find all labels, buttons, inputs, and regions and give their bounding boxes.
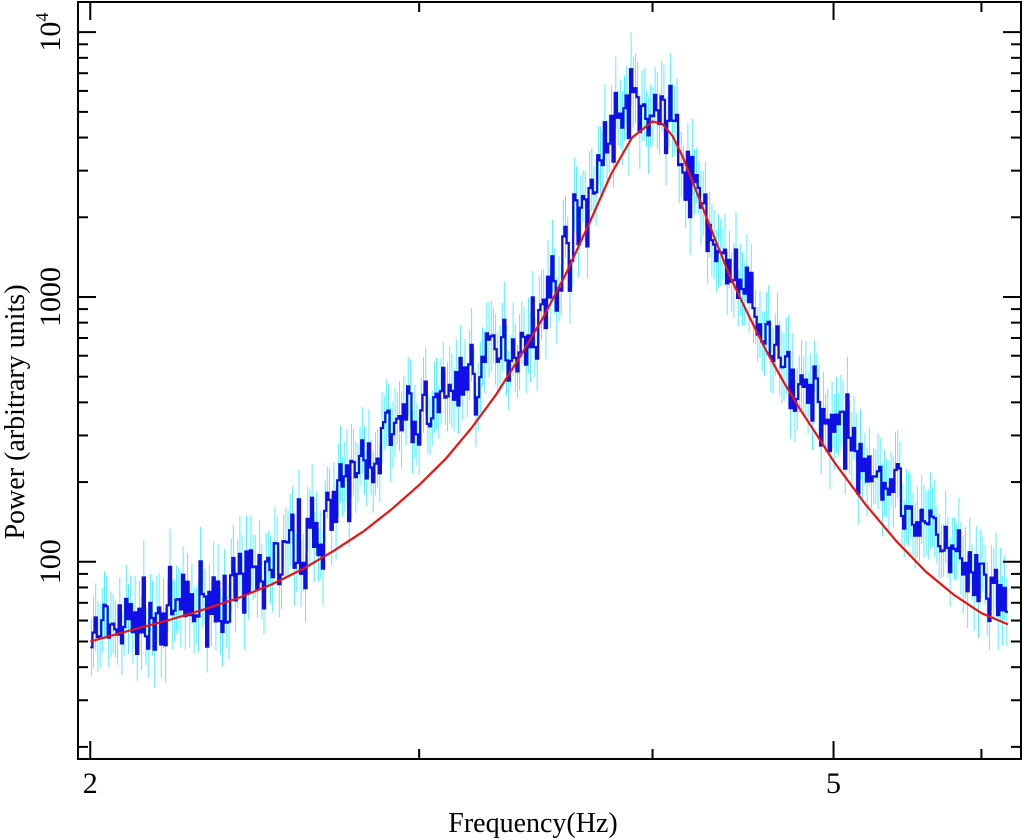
y-tick-label: 1000 — [34, 267, 67, 327]
axis-ticks — [78, 2, 1021, 759]
error-bars — [90, 32, 1008, 688]
data-series — [90, 68, 1008, 655]
y-tick-label: 104 — [32, 13, 67, 52]
y-tick-label: 100 — [34, 539, 67, 584]
y-axis-title: Power (arbitrary units) — [0, 284, 31, 539]
plot-frame — [77, 1, 1022, 760]
data-step-line — [90, 68, 1008, 655]
x-tick-label: 5 — [826, 767, 841, 800]
y-tick-exponent: 4 — [32, 13, 52, 22]
x-tick-label: 2 — [83, 767, 98, 800]
tick-labels: 2 5 100 1000 104 — [32, 13, 841, 800]
model-series — [90, 120, 1009, 643]
x-axis-title: Frequency(Hz) — [448, 808, 617, 839]
model-curve-line — [90, 120, 1009, 643]
